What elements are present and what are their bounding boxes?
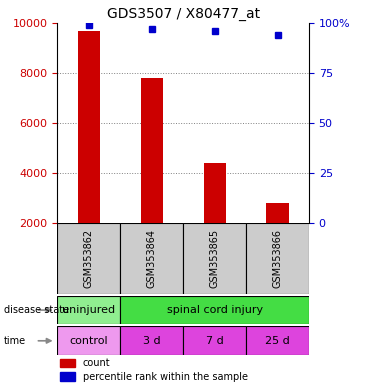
Bar <box>78 30 100 223</box>
Bar <box>57 223 120 294</box>
Text: percentile rank within the sample: percentile rank within the sample <box>83 372 248 382</box>
Text: count: count <box>83 358 110 368</box>
Text: GSM353864: GSM353864 <box>147 229 157 288</box>
Text: GSM353866: GSM353866 <box>272 229 283 288</box>
Text: spinal cord injury: spinal cord injury <box>166 305 263 315</box>
Bar <box>141 78 163 223</box>
Bar <box>183 326 246 355</box>
Bar <box>120 296 309 324</box>
Text: time: time <box>4 336 26 346</box>
Bar <box>183 223 246 294</box>
Text: GSM353862: GSM353862 <box>84 229 94 288</box>
Bar <box>246 223 309 294</box>
Text: control: control <box>70 336 108 346</box>
Bar <box>204 163 226 223</box>
Text: 7 d: 7 d <box>206 336 223 346</box>
Bar <box>57 296 120 324</box>
Bar <box>60 372 75 381</box>
Bar <box>266 203 289 223</box>
Text: disease state: disease state <box>4 305 69 315</box>
Bar <box>246 326 309 355</box>
Text: 3 d: 3 d <box>143 336 161 346</box>
Bar <box>57 326 120 355</box>
Text: GSM353865: GSM353865 <box>209 229 220 288</box>
Text: 25 d: 25 d <box>265 336 290 346</box>
Title: GDS3507 / X80477_at: GDS3507 / X80477_at <box>107 7 260 21</box>
Text: uninjured: uninjured <box>62 305 115 315</box>
Bar <box>60 359 75 367</box>
Bar <box>120 223 183 294</box>
Bar <box>120 326 183 355</box>
